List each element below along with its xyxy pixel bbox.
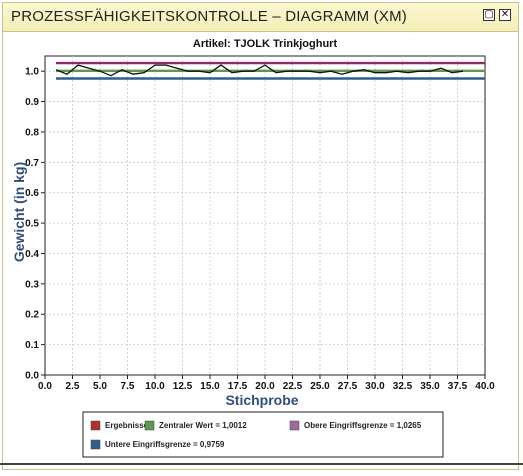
chart-title: Artikel: TJOLK Trinkjoghurt — [193, 38, 338, 50]
y-tick-label: 0.0 — [25, 371, 39, 382]
x-tick-label: 0.0 — [38, 381, 52, 392]
x-tick-label: 40.0 — [475, 381, 495, 392]
x-tick-label: 30.0 — [365, 381, 385, 392]
legend-swatch — [144, 420, 155, 431]
legend-swatch — [90, 439, 101, 450]
x-tick-label: 5.0 — [93, 381, 107, 392]
y-tick-label: 0.5 — [25, 219, 39, 230]
y-tick-label: 0.4 — [25, 249, 39, 260]
plot-frame — [44, 55, 486, 376]
x-tick-label: 12.5 — [173, 381, 193, 392]
legend-label: Ergebnisse — [105, 421, 149, 430]
legend-label: Zentraler Wert = 1,0012 — [159, 421, 247, 430]
y-tick-label: 1.0 — [25, 67, 39, 78]
plot-area: 0.0 2.5 5.0 7.5 10.0 12.5 15.0 17.5 20.0 22.5 25.0… — [25, 55, 495, 392]
x-tick-label: 10.0 — [145, 381, 165, 392]
x-tick-label: 20.0 — [255, 381, 275, 392]
series-line-ergebnisse — [55, 64, 464, 77]
y-tick-label: 0.8 — [25, 127, 39, 138]
x-tick-label: 25.0 — [310, 381, 330, 392]
y-tick-label: 0.6 — [25, 188, 39, 199]
restore-icon[interactable]: ▢ — [483, 9, 495, 21]
y-tick-label: 0.9 — [25, 97, 39, 108]
x-tick-label: 35.0 — [420, 381, 440, 392]
y-tick-label: 0.3 — [25, 279, 39, 290]
legend-swatch — [289, 420, 300, 431]
legend-box — [82, 411, 444, 458]
y-tick-label: 0.2 — [25, 310, 39, 321]
close-icon[interactable]: ✕ — [499, 9, 511, 21]
legend: Ergebnisse Zentraler Wert = 1,0012 Obere E… — [82, 411, 444, 458]
x-tick-label: 32.5 — [393, 381, 413, 392]
legend-label: Untere Eingriffsgrenze = 0,9759 — [105, 440, 225, 449]
x-tick-label: 22.5 — [283, 381, 303, 392]
x-tick-label: 27.5 — [338, 381, 358, 392]
y-tick-label: 0.7 — [25, 158, 39, 169]
bottom-divider — [0, 463, 523, 465]
x-tick-label: 7.5 — [121, 381, 135, 392]
x-tick-label: 17.5 — [228, 381, 248, 392]
window-titlebar[interactable]: PROZESSFÄHIGKEITSKONTROLLE – DIAGRAMM (X… — [3, 3, 518, 32]
legend-swatch — [90, 420, 101, 431]
x-tick-label: 37.5 — [448, 381, 468, 392]
x-axis-label: Stichprobe — [225, 392, 298, 408]
y-axis-label: Gewicht (in kg) — [11, 162, 27, 262]
legend-label: Obere Eingriffsgrenze = 1,0265 — [304, 421, 422, 430]
x-tick-label: 2.5 — [66, 381, 80, 392]
x-tick-label: 15.0 — [200, 381, 220, 392]
window-title: PROZESSFÄHIGKEITSKONTROLLE – DIAGRAMM (X… — [11, 8, 407, 25]
y-tick-label: 0.1 — [25, 340, 39, 351]
